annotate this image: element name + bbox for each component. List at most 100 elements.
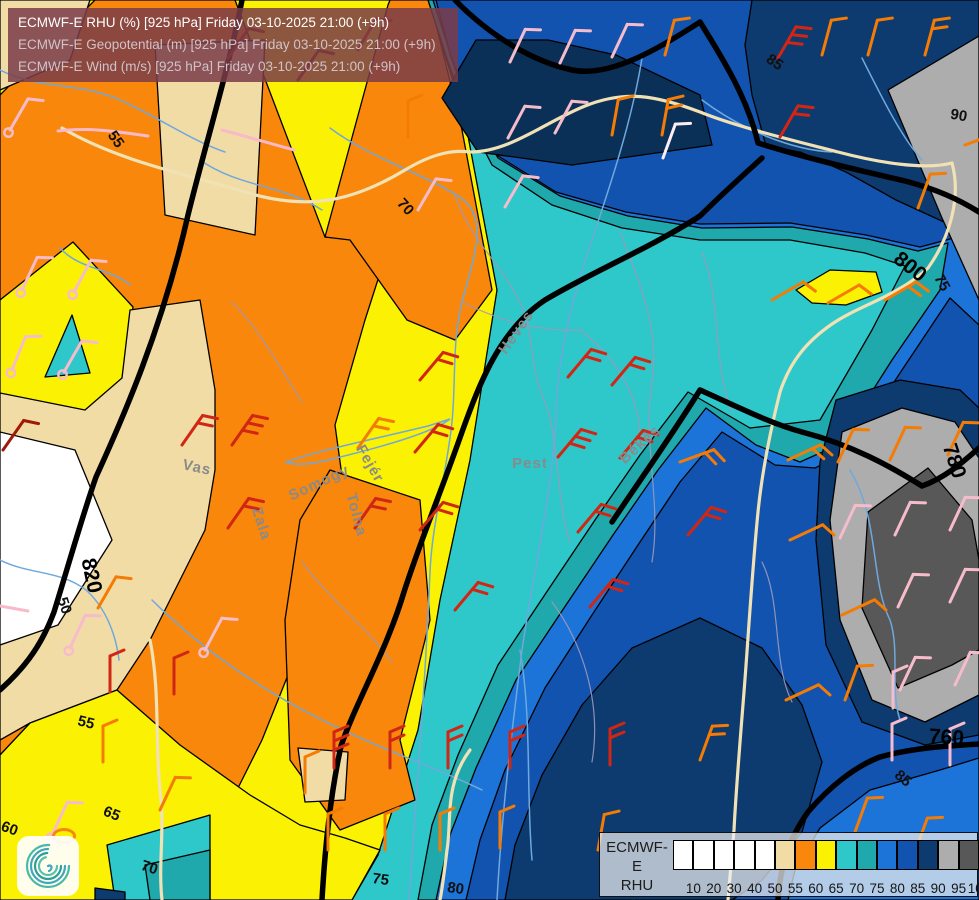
geopotential-contour-label: 760	[928, 725, 965, 750]
wind-barb	[826, 283, 873, 305]
county-line	[579, 329, 641, 441]
wind-barb	[610, 22, 644, 59]
legend-tick: 85	[910, 881, 926, 896]
wind-barb	[836, 427, 870, 464]
legend-swatch	[713, 840, 735, 870]
wind-barb	[840, 598, 888, 617]
county-line	[701, 251, 733, 413]
wind-barb	[556, 427, 598, 459]
wind-barb	[893, 500, 927, 537]
wind-barb	[5, 334, 43, 379]
wind-barb	[660, 94, 685, 137]
rhu-contour-label: 85	[763, 51, 786, 74]
wind-barb	[438, 806, 456, 852]
legend-model: ECMWF-E	[606, 839, 668, 875]
wind-barb	[661, 121, 693, 160]
title-box: ECMWF-E RHU (%) [925 hPa] Friday 03-10-2…	[8, 8, 458, 82]
legend-swatch	[877, 840, 898, 870]
country-border-south	[438, 748, 472, 900]
wind-barb	[1, 419, 41, 452]
wind-barb	[198, 616, 239, 659]
country-borders-layer	[0, 94, 957, 900]
legend-tick: 70	[849, 881, 865, 896]
wind-barb	[506, 104, 542, 140]
legend-swatch	[693, 840, 714, 870]
legend-tick: 55	[787, 881, 803, 896]
wind-barb	[853, 795, 885, 834]
rhu-contour-label: 65	[101, 803, 123, 825]
wind-barb	[503, 174, 540, 209]
wind-barb	[916, 171, 948, 210]
rhu-contour-label: 55	[104, 128, 127, 151]
wind-barb	[866, 16, 894, 57]
legend-tick: 100	[967, 881, 979, 896]
legend-title: ECMWF-E RHU %	[602, 838, 672, 900]
wind-barb	[890, 716, 908, 762]
wind-barb	[891, 664, 909, 710]
contour-780	[609, 387, 979, 525]
wind-barb	[558, 28, 592, 65]
rhu-contour-label: 55	[76, 712, 96, 733]
county-line	[461, 301, 583, 331]
wind-barb	[566, 347, 608, 379]
wind-barb	[618, 428, 660, 460]
wind-barb	[843, 663, 875, 702]
wind-barb	[453, 580, 495, 612]
legend-tick: 90	[930, 881, 946, 896]
wind-barb	[686, 505, 728, 537]
river	[519, 649, 533, 861]
wind-barb	[948, 721, 966, 767]
wind-barb	[770, 280, 817, 302]
wind-barb	[383, 806, 401, 852]
county-line	[648, 381, 656, 563]
legend-swatch	[917, 840, 939, 870]
legend-swatch	[958, 840, 979, 870]
wind-barb	[15, 255, 54, 299]
legend-tick: 40	[747, 881, 763, 896]
wind-barb	[698, 723, 730, 762]
legend-tick: 60	[808, 881, 824, 896]
country-border-pink	[220, 128, 296, 152]
wind-barb	[963, 131, 979, 147]
wind-barb	[608, 721, 626, 767]
legend-tick: 75	[869, 881, 885, 896]
river-tisza	[496, 57, 643, 900]
wind-barb	[418, 500, 460, 532]
legend-tick: 50	[767, 881, 783, 896]
wind-barb	[67, 258, 108, 301]
wind-barb	[158, 775, 192, 812]
river	[861, 57, 923, 161]
river	[701, 99, 833, 153]
legend-swatch	[856, 840, 877, 870]
wind-barb	[226, 497, 266, 530]
county-line	[544, 401, 571, 543]
county-line	[551, 601, 596, 763]
wind-barb	[413, 422, 455, 454]
wind-barb	[883, 280, 930, 302]
title-line-rhu: ECMWF-E RHU (%) [925 hPa] Friday 03-10-2…	[18, 15, 390, 30]
region-yellow-sw	[0, 689, 381, 900]
region-navy-sliver	[94, 887, 126, 900]
wind-barb	[388, 724, 406, 770]
legend-tick: 20	[706, 881, 722, 896]
wind-barb	[896, 572, 930, 609]
county-line	[231, 301, 303, 403]
wind-barb	[786, 443, 834, 462]
wind-barb	[180, 414, 220, 447]
wind-barb	[588, 577, 630, 609]
wind-barb	[953, 650, 979, 687]
wind-barb	[508, 27, 542, 64]
contour-800	[452, 0, 979, 215]
wind-barb	[888, 425, 922, 462]
rhu-contour-label: 90	[949, 106, 968, 126]
river	[59, 247, 131, 286]
wind-barb	[508, 724, 526, 770]
river	[849, 469, 901, 721]
country-border-pink	[56, 128, 150, 138]
rhu-contour-label: 75	[930, 271, 953, 294]
wind-barb	[57, 339, 99, 381]
county-label: Pest	[512, 455, 548, 472]
wind-barb	[553, 99, 589, 135]
legend-unit: %	[602, 895, 672, 900]
